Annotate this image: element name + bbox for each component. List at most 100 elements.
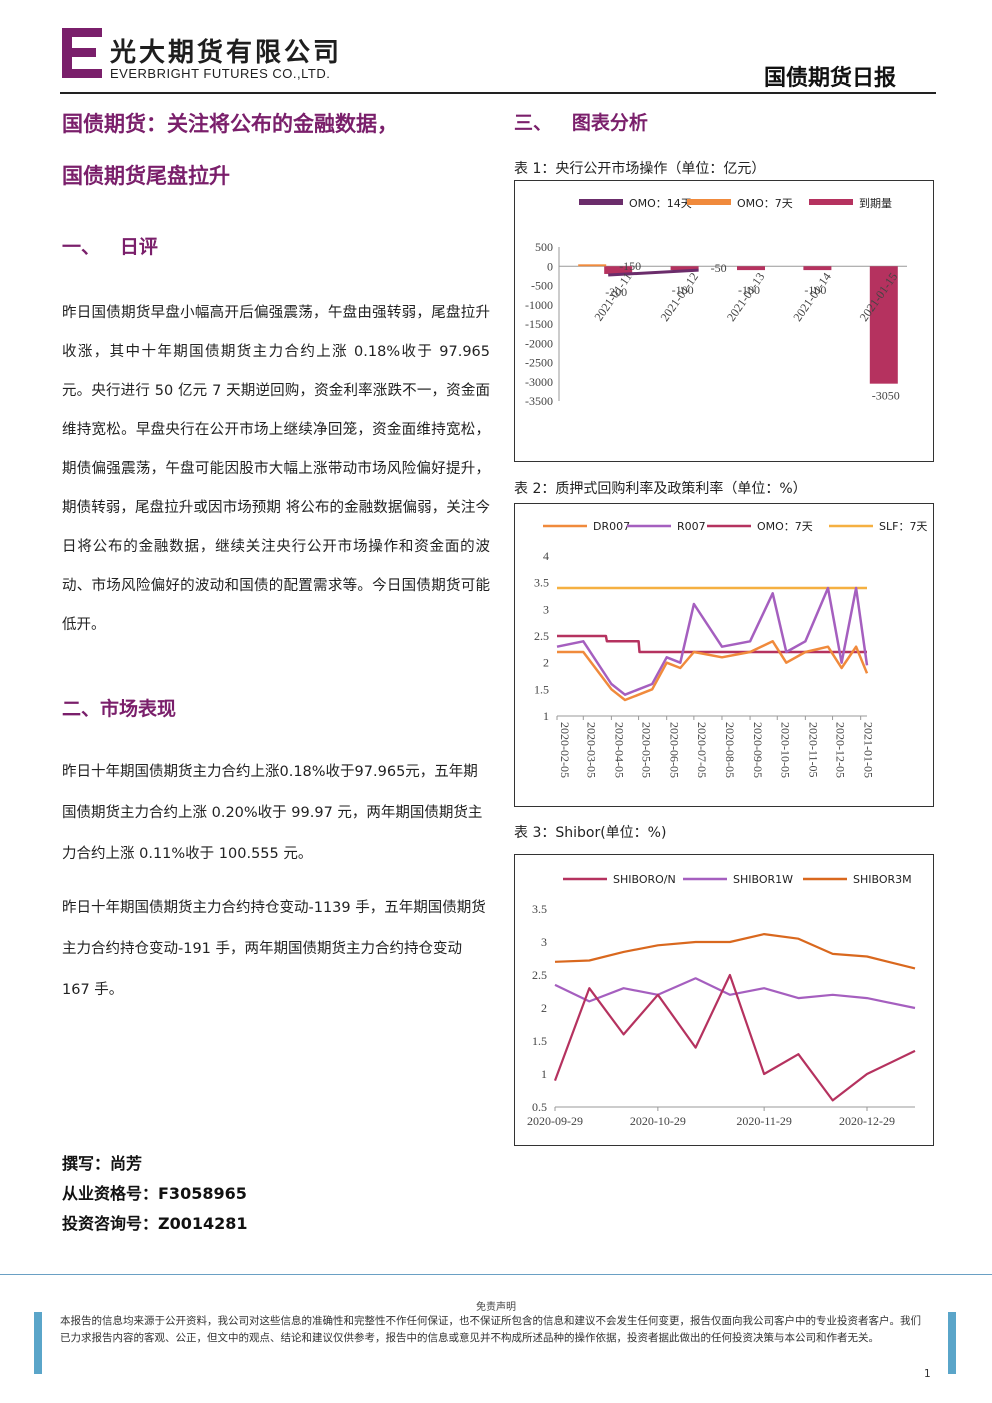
y-tick-label: 0: [547, 259, 553, 273]
headline-line1: 国债期货：关注将公布的金融数据，: [62, 112, 398, 136]
legend-label-2: SHIBOR3M: [853, 873, 912, 886]
header-divider: [60, 92, 936, 94]
bar-maturity: [803, 266, 832, 271]
chart1-svg: OMO：14天 OMO：7天 到期量 500 0 -500 -1000 -1500 -2000 -…: [525, 197, 907, 408]
y-tick-label: -500: [531, 279, 553, 293]
chart1-title: 表 1：央行公开市场操作（单位：亿元）: [514, 161, 766, 177]
chart2-box: DR007 R007 OMO：7天 SLF：7天 1 1.5 2 2.5 3 3.5 4 2020-0…: [514, 503, 934, 807]
legend-label-0: OMO：14天: [629, 197, 692, 210]
legend-label-1: OMO：7天: [737, 197, 793, 210]
legend-label-1: SHIBOR1W: [733, 873, 793, 886]
series-line-0: [553, 973, 916, 1102]
x-tick-label: 2021-01-11: [591, 270, 634, 324]
legend-label-2: OMO：7天: [757, 520, 813, 533]
author-consulting: 投资咨询号：Z0014281: [62, 1214, 248, 1233]
y-tick-label: 4: [543, 549, 549, 563]
bar-omo7: [578, 264, 607, 267]
chart3-title: 表 3：Shibor(单位：%): [514, 825, 667, 841]
section-market-title: 二、市场表现: [62, 698, 177, 720]
company-name-en: EVERBRIGHT FUTURES CO.,LTD.: [110, 66, 331, 81]
x-tick-label: 2020-12-05: [834, 722, 848, 778]
x-tick-label: 2020-05-05: [640, 722, 654, 778]
logo-mark-icon: [62, 28, 102, 78]
headline-line2: 国债期货尾盘拉升: [62, 164, 230, 188]
series-line-2: [557, 634, 867, 654]
x-tick-label: 2020-09-29: [527, 1114, 583, 1128]
y-tick-label: 3: [541, 935, 547, 949]
y-tick-label: 0.5: [532, 1100, 547, 1114]
y-tick-label: 3: [543, 602, 549, 616]
x-tick-label: 2020-03-05: [584, 722, 598, 778]
y-tick-label: -3000: [525, 375, 553, 389]
y-tick-label: -1500: [525, 317, 553, 331]
y-tick-label: 1.5: [534, 682, 549, 696]
chart2-title: 表 2：质押式回购利率及政策利率（单位：%）: [514, 481, 807, 497]
x-tick-label: 2020-02-05: [558, 722, 572, 778]
y-tick-label: -2000: [525, 336, 553, 350]
y-tick-label: -1000: [525, 298, 553, 312]
data-label: -100: [672, 283, 694, 297]
data-label: -50: [711, 261, 727, 275]
x-tick-label: 2021-01-14: [790, 270, 834, 324]
report-name: 国债期货日报: [764, 66, 897, 91]
legend-label-0: SHIBORO/N: [613, 873, 676, 886]
disclaimer-title: 免责声明: [476, 1302, 516, 1313]
chart2-svg: DR007 R007 OMO：7天 SLF：7天 1 1.5 2 2.5 3 3.5 4 2020-0…: [534, 520, 927, 778]
x-tick-label: 2020-09-05: [751, 722, 765, 778]
x-tick-label: 2020-11-29: [736, 1114, 792, 1128]
x-tick-label: 2020-06-05: [668, 722, 682, 778]
section-daily-review-title: 一、 日评: [62, 236, 158, 258]
section-chart-analysis-title: 三、 图表分析: [514, 112, 648, 134]
x-tick-label: 2020-08-05: [723, 722, 737, 778]
x-tick-label: 2021-01-05: [862, 722, 876, 778]
x-tick-label: 2020-07-05: [695, 722, 709, 778]
y-tick-label: 2.5: [534, 629, 549, 643]
y-tick-label: -2500: [525, 356, 553, 370]
x-tick-label: 2020-11-05: [806, 722, 820, 778]
legend-label-1: R007: [677, 520, 706, 533]
chart1-box: OMO：14天 OMO：7天 到期量 500 0 -500 -1000 -1500 -2000 -…: [514, 180, 934, 462]
author-qualification: 从业资格号：F3058965: [62, 1184, 247, 1203]
x-tick-label: 2021-01-12: [657, 270, 701, 324]
chart3-box: SHIBORO/N SHIBOR1W SHIBOR3M 0.5 1 1.5 2 2.5 3 3.5…: [514, 854, 934, 1146]
bar-maturity: [670, 266, 699, 271]
author-writer: 撰写：尚芳: [62, 1154, 143, 1173]
y-tick-label: 500: [535, 240, 553, 254]
y-tick-label: 1: [541, 1067, 547, 1081]
y-tick-label: 2.5: [532, 968, 547, 982]
disclaimer-left-bar: [34, 1312, 42, 1374]
footer-divider: [0, 1274, 992, 1275]
y-tick-label: 2: [541, 1001, 547, 1015]
legend-label-2: 到期量: [859, 197, 892, 210]
y-tick-label: 3.5: [534, 576, 549, 590]
x-tick-label: 2020-12-29: [839, 1114, 895, 1128]
page-number: 1: [924, 1368, 931, 1380]
market-paragraph-1: 昨日十年期国债期货主力合约上涨0.18%收于97.965元，五年期国债期货主力合…: [62, 764, 483, 862]
daily-review-paragraph: 昨日国债期货早盘小幅高开后偏强震荡，午盘由强转弱，尾盘拉升收涨，其中十年期国债期…: [62, 305, 490, 633]
series-line-2: [554, 932, 916, 970]
series-line-1: [556, 586, 869, 696]
x-tick-label: 2020-10-05: [778, 722, 792, 778]
bar-maturity: [604, 266, 633, 274]
data-label: -200: [605, 285, 627, 299]
series-line-0: [557, 640, 869, 702]
y-tick-label: 1.5: [532, 1034, 547, 1048]
bar-maturity: [737, 266, 765, 271]
company-name-cn: 光大期货有限公司: [110, 38, 343, 68]
legend-swatch-2: [809, 199, 853, 205]
disclaimer-text: 本报告的信息均来源于公开资料，我公司对这些信息的准确性和完整性不作任何保证，也不…: [60, 1315, 921, 1344]
data-label: -100: [804, 283, 826, 297]
disclaimer-right-bar: [948, 1312, 956, 1374]
y-tick-label: 3.5: [532, 902, 547, 916]
series-line-1: [554, 977, 916, 1010]
bar-maturity: [869, 266, 898, 384]
data-label: -150: [619, 259, 641, 273]
y-tick-label: 2: [543, 656, 549, 670]
y-tick-label: -3500: [525, 394, 553, 408]
legend-swatch-1: [687, 199, 731, 205]
x-tick-label: 2021-01-13: [724, 270, 768, 324]
data-label: -100: [738, 283, 760, 297]
x-tick-label: 2020-10-29: [630, 1114, 686, 1128]
legend-label-0: DR007: [593, 520, 630, 533]
legend-label-3: SLF：7天: [879, 520, 927, 533]
